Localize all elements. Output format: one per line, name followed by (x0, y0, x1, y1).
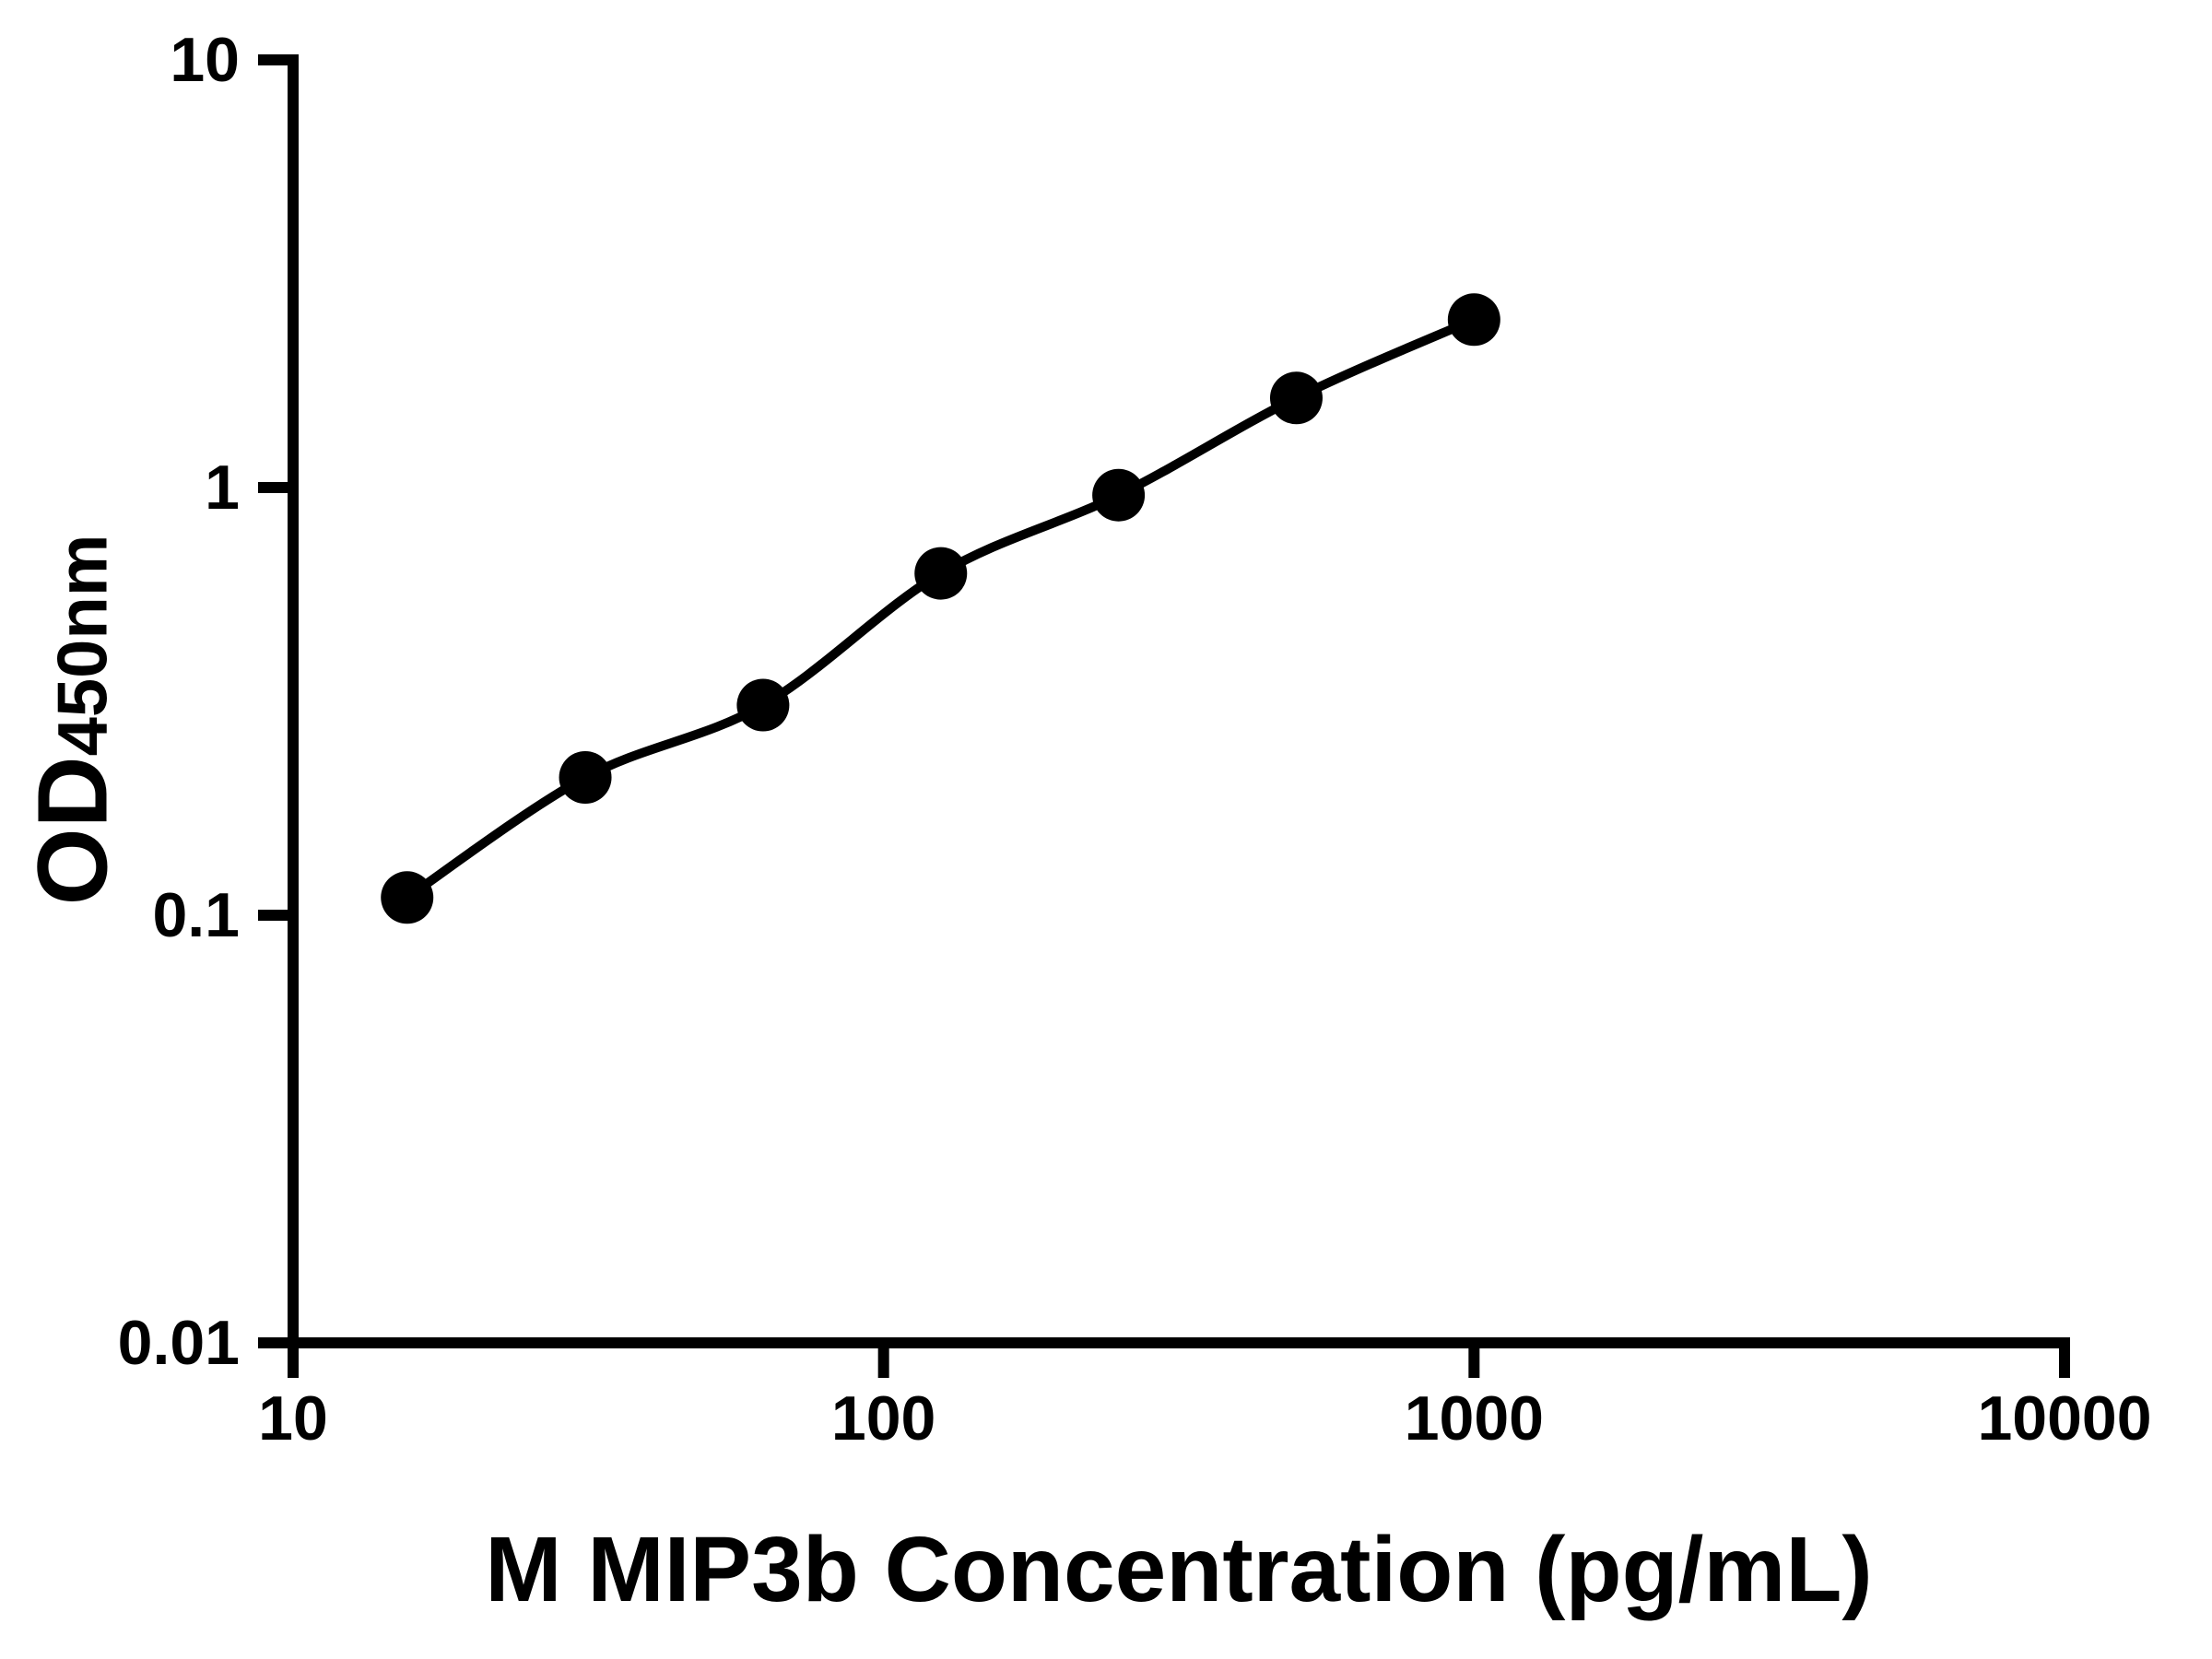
y-axis-title-subscript: 450nm (43, 534, 123, 757)
x-tick-label: 10 (258, 1383, 328, 1453)
x-axis-title: M MIP3b Concentration (pg/mL) (485, 1518, 1873, 1621)
y-tick-label: 0.01 (117, 1308, 240, 1378)
x-tick-label: 10000 (1977, 1383, 2152, 1453)
data-point-marker (736, 678, 790, 732)
data-point-marker (559, 750, 612, 804)
x-tick-label: 100 (830, 1383, 936, 1453)
data-point-marker (1092, 468, 1146, 522)
data-point-marker (914, 547, 968, 600)
y-axis-title-main: OD (16, 756, 128, 906)
x-tick-label: 1000 (1404, 1383, 1544, 1453)
data-point-marker (381, 871, 434, 924)
y-axis-title: OD450nm (15, 535, 130, 906)
axes (258, 54, 2071, 1378)
data-point-marker (1269, 371, 1323, 425)
y-tick-label: 0.1 (152, 880, 240, 950)
data-point-marker (1447, 293, 1500, 347)
y-tick-label: 1 (205, 453, 240, 523)
y-tick-label: 10 (170, 25, 240, 95)
data-points (381, 293, 1500, 924)
